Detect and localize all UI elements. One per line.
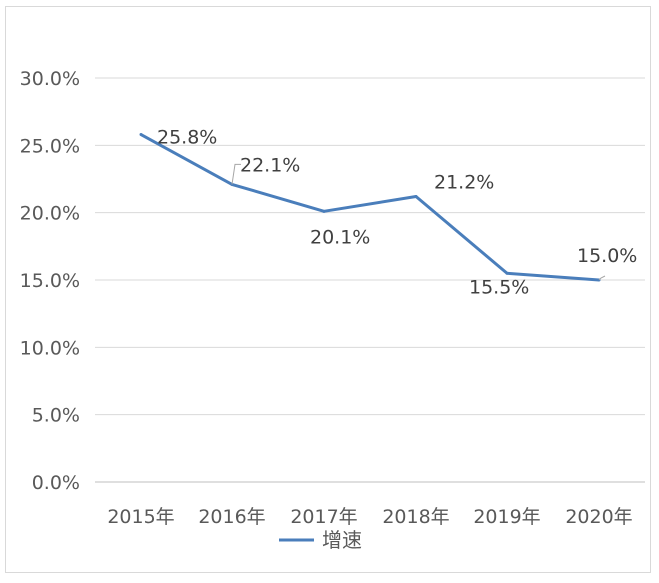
data-label: 25.8% (157, 127, 217, 149)
data-label: 15.5% (469, 276, 529, 298)
legend-label: 增速 (322, 528, 362, 552)
y-tick-label: 10.0% (20, 337, 80, 359)
data-point (505, 271, 509, 275)
y-axis-tick-labels: 0.0% 5.0% 10.0% 15.0% 20.0% 25.0% 30.0% (20, 68, 80, 494)
data-point (414, 195, 418, 199)
data-label: 22.1% (240, 154, 300, 176)
data-label: 15.0% (577, 245, 637, 267)
series-layer (139, 133, 601, 282)
x-tick-label: 2020年 (565, 506, 632, 528)
x-tick-label: 2015年 (107, 506, 174, 528)
x-tick-label: 2017年 (290, 506, 357, 528)
y-tick-label: 20.0% (20, 203, 80, 225)
x-axis-tick-labels: 2015年 2016年 2017年 2018年 2019年 2020年 (107, 506, 632, 528)
y-tick-label: 5.0% (32, 405, 80, 427)
leader-line (231, 163, 241, 185)
leader-line (598, 275, 606, 281)
data-labels: 25.8% 22.1% 20.1% 21.2% 15.5% 15.0% (157, 127, 637, 299)
legend: 增速 (279, 528, 362, 552)
data-point (139, 133, 143, 137)
data-point (322, 209, 326, 213)
y-tick-label: 0.0% (32, 472, 80, 494)
x-tick-label: 2018年 (382, 506, 449, 528)
y-tick-label: 15.0% (20, 270, 80, 292)
gridlines (95, 77, 645, 483)
data-label: 21.2% (434, 172, 494, 194)
series-line (140, 133, 600, 282)
chart-frame (5, 6, 651, 573)
x-tick-label: 2016年 (198, 506, 265, 528)
y-tick-label: 25.0% (20, 135, 80, 157)
leader-lines (231, 163, 606, 281)
y-tick-label: 30.0% (20, 68, 80, 90)
x-tick-label: 2019年 (473, 506, 540, 528)
data-label: 20.1% (310, 226, 370, 248)
